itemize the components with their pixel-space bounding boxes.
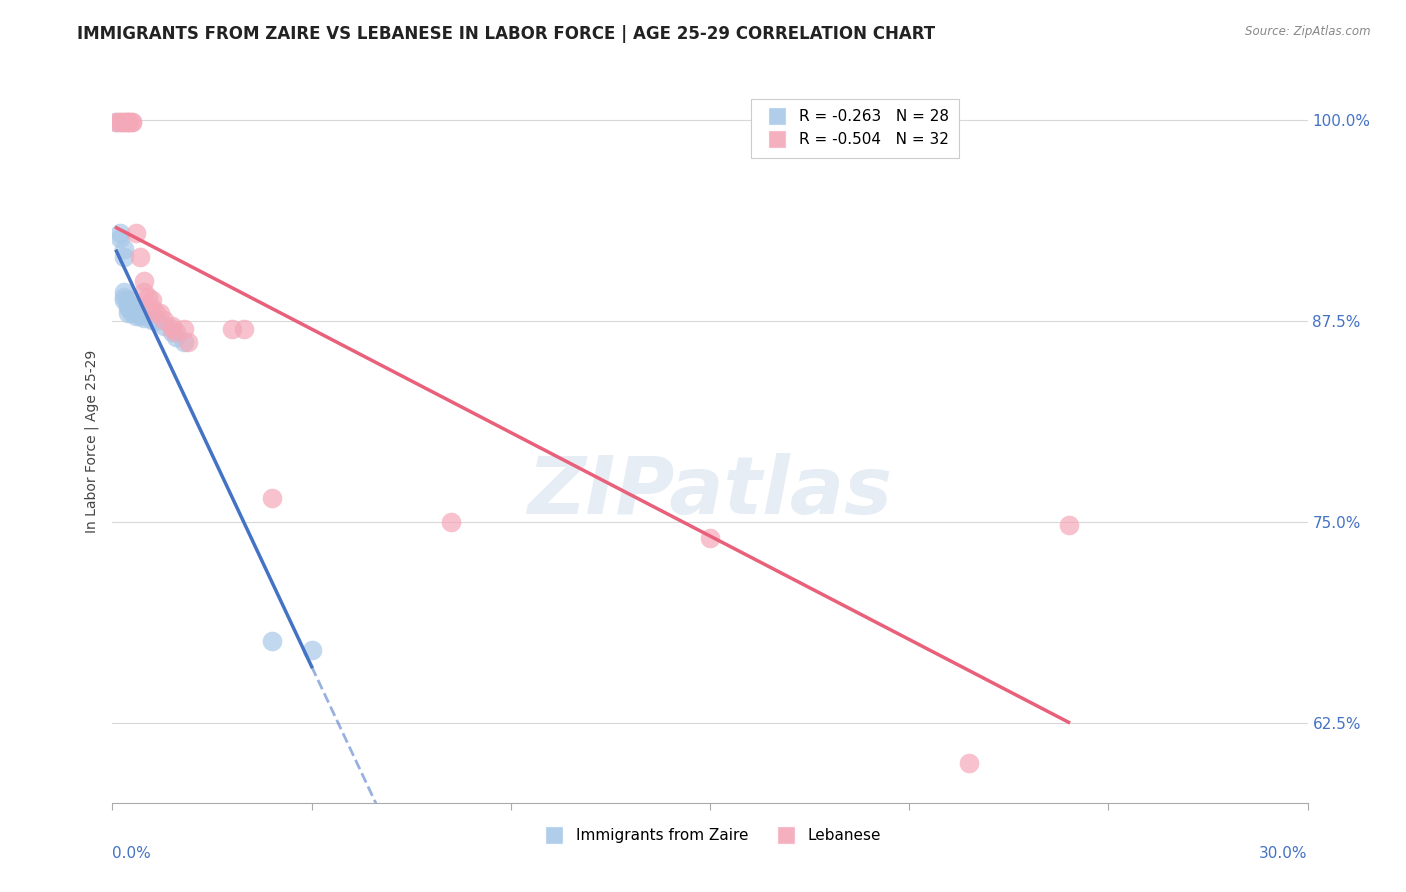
Point: [117, 115, 139, 129]
Point: [121, 298, 143, 312]
Point: [110, 226, 132, 240]
Point: [141, 301, 163, 316]
Point: [114, 285, 135, 300]
Text: 0.0%: 0.0%: [112, 847, 152, 861]
Point: [260, 633, 283, 648]
Point: [260, 491, 283, 505]
Point: [134, 285, 156, 300]
Point: [165, 330, 187, 344]
Point: [177, 334, 200, 349]
Point: [141, 312, 163, 326]
Point: [129, 306, 152, 320]
Point: [162, 318, 183, 333]
Point: [117, 298, 139, 312]
Point: [117, 301, 139, 316]
Point: [121, 115, 143, 129]
Point: [117, 293, 139, 308]
Point: [149, 306, 172, 320]
Point: [138, 290, 160, 304]
Point: [129, 250, 152, 264]
Point: [134, 274, 156, 288]
Text: ZIPatlas: ZIPatlas: [527, 453, 893, 531]
Point: [114, 242, 135, 256]
Point: [125, 226, 148, 240]
Point: [165, 326, 187, 340]
Point: [110, 115, 132, 129]
Point: [1057, 518, 1080, 533]
Point: [105, 115, 128, 129]
Point: [129, 310, 152, 324]
Point: [173, 322, 195, 336]
Point: [117, 115, 139, 129]
Point: [110, 230, 132, 244]
Text: 30.0%: 30.0%: [1260, 847, 1308, 861]
Point: [114, 250, 135, 264]
Point: [957, 756, 980, 770]
Point: [162, 322, 183, 336]
Point: [233, 322, 256, 336]
Point: [125, 310, 148, 324]
Point: [153, 318, 176, 333]
Point: [162, 326, 183, 340]
Legend: Immigrants from Zaire, Lebanese: Immigrants from Zaire, Lebanese: [533, 822, 887, 849]
Point: [114, 115, 135, 129]
Point: [153, 312, 176, 326]
Point: [114, 115, 135, 129]
Point: [221, 322, 243, 336]
Point: [301, 643, 323, 657]
Point: [125, 301, 148, 316]
Point: [699, 531, 721, 545]
Point: [440, 515, 463, 529]
Point: [114, 290, 135, 304]
Point: [173, 334, 195, 349]
Point: [134, 310, 156, 325]
Point: [121, 302, 143, 317]
Point: [145, 306, 167, 320]
Point: [117, 306, 139, 320]
Point: [145, 314, 167, 328]
Point: [141, 293, 163, 308]
Point: [105, 115, 128, 129]
Point: [114, 293, 135, 308]
Text: Source: ZipAtlas.com: Source: ZipAtlas.com: [1246, 25, 1371, 38]
Point: [121, 306, 143, 320]
Point: [117, 115, 139, 129]
Y-axis label: In Labor Force | Age 25-29: In Labor Force | Age 25-29: [84, 350, 98, 533]
Point: [121, 115, 143, 129]
Point: [110, 115, 132, 129]
Text: IMMIGRANTS FROM ZAIRE VS LEBANESE IN LABOR FORCE | AGE 25-29 CORRELATION CHART: IMMIGRANTS FROM ZAIRE VS LEBANESE IN LAB…: [77, 25, 935, 43]
